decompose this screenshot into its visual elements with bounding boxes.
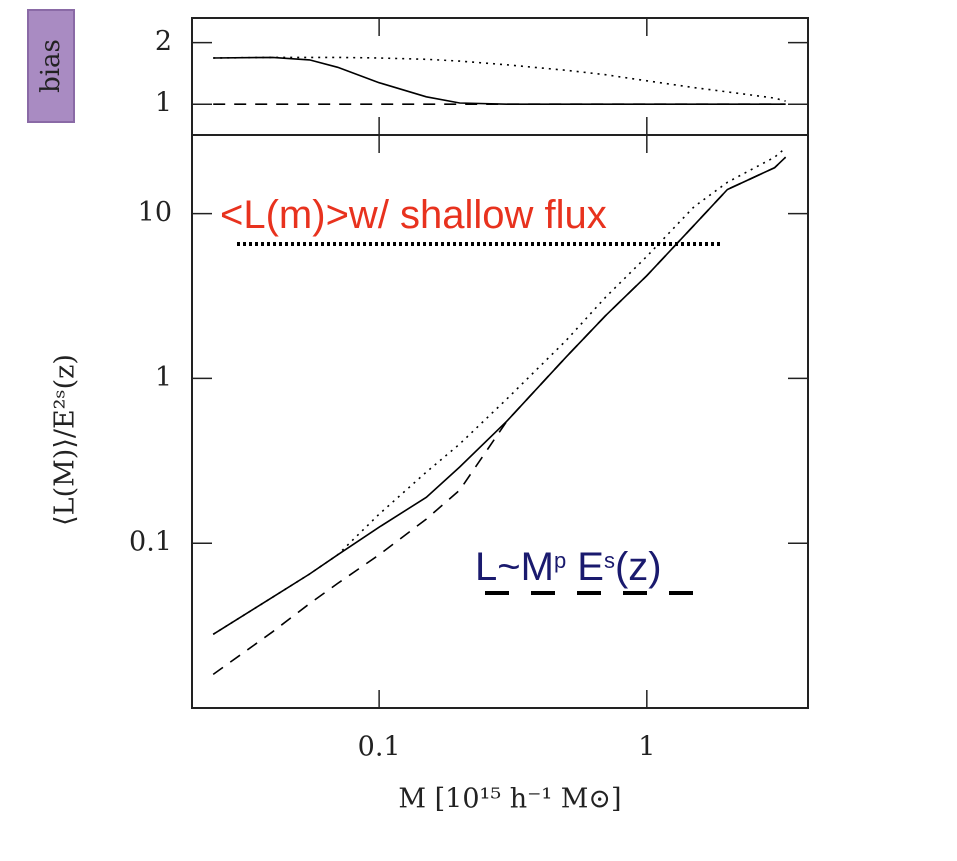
series-line <box>213 56 786 102</box>
y-tick-label: 1 <box>155 362 172 393</box>
ylabel-box <box>27 9 75 123</box>
y-axis-label: bias <box>36 39 66 93</box>
series-line <box>212 156 787 676</box>
y-tick-label: 0.1 <box>129 527 172 558</box>
x-tick-label: 0.1 <box>358 732 401 763</box>
annotation-part: E <box>566 545 604 589</box>
annotation: L~Mp Es(z) <box>475 545 662 589</box>
x-tick-label: 1 <box>638 732 655 763</box>
series-line <box>213 56 786 105</box>
y-tick-label: 2 <box>155 26 172 57</box>
annotation-part: <L(m)>w/ shallow flux <box>220 193 607 237</box>
y-tick-label: 1 <box>155 88 172 119</box>
series-line <box>212 147 787 635</box>
annotation-part: p <box>554 548 566 573</box>
y-tick-label: 10 <box>138 197 172 228</box>
annotation-part: L~M <box>475 545 554 589</box>
annotation-part: s <box>604 548 615 573</box>
x-axis-label: M [10¹⁵ h⁻¹ M⊙] <box>398 784 621 815</box>
y-axis-label: ⟨L(M)⟩/E²ˢ(z) <box>50 354 81 526</box>
annotation-part: (z) <box>615 545 662 589</box>
plot-frame <box>191 134 809 709</box>
annotation: <L(m)>w/ shallow flux <box>220 193 607 237</box>
